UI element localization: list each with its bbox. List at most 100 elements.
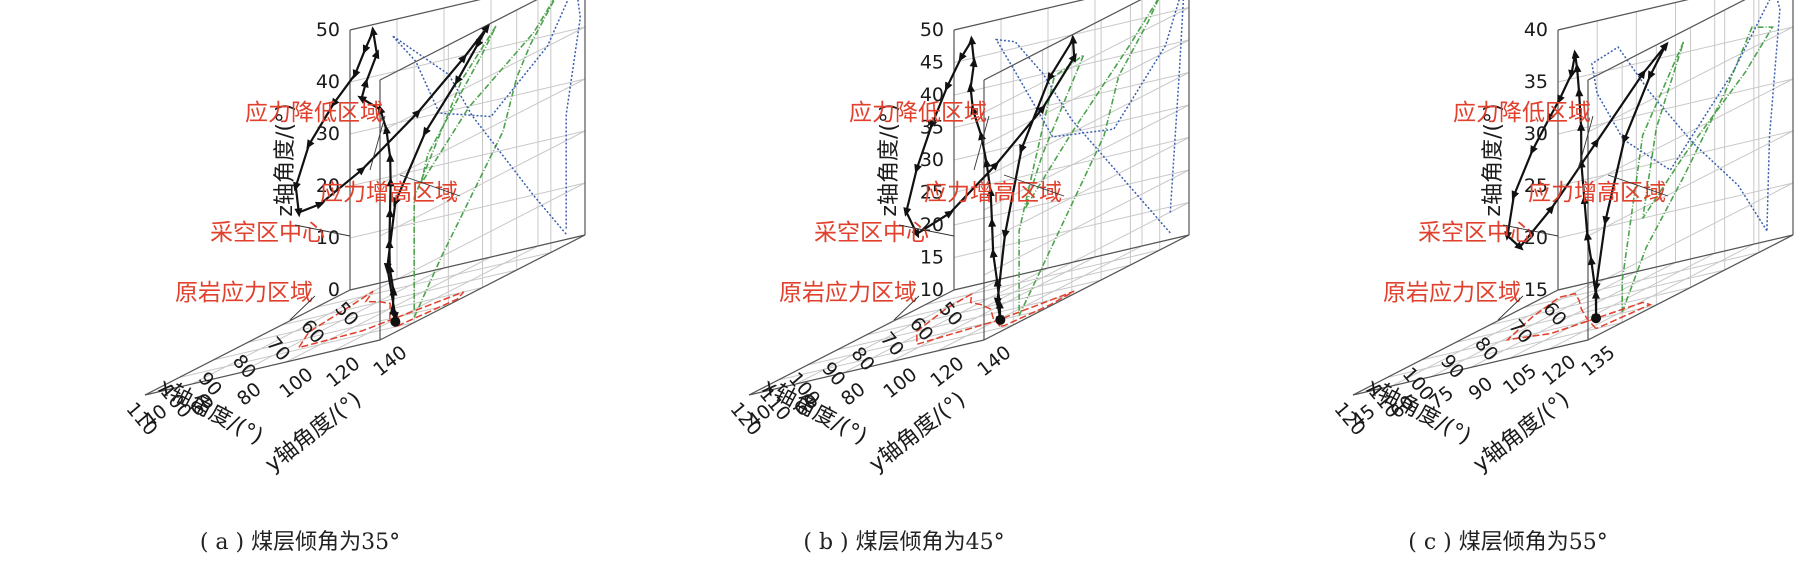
projection-xz-b <box>1018 0 1159 316</box>
trajectory-marker-15 <box>1504 231 1513 241</box>
trajectory-marker-11 <box>968 35 977 45</box>
trajectory-marker-10 <box>1568 69 1577 80</box>
annotation-1: 应力增高区域 <box>320 180 458 206</box>
grid-floor-y-4 <box>1509 252 1715 359</box>
trajectory-marker-1 <box>389 305 398 315</box>
trajectory-b <box>905 36 1076 321</box>
annotation-2: 采空区中心 <box>814 220 929 246</box>
trajectory-marker-7 <box>978 130 986 141</box>
grid-floor-x-5 <box>179 322 415 378</box>
box-edge-7 <box>349 0 481 31</box>
annotation-leader-1 <box>399 174 461 197</box>
ytick-label-3: 100 <box>879 363 921 403</box>
grid-floor-x-2 <box>281 269 517 326</box>
ytick-label-4: 120 <box>926 352 968 392</box>
ytick-label-3: 100 <box>275 363 317 403</box>
annotation-leader-3 <box>893 295 920 321</box>
trajectory-marker-7 <box>1575 87 1584 97</box>
trajectory-marker-6 <box>983 158 992 168</box>
trajectory-marker-19 <box>989 161 1000 171</box>
trajectory-marker-8 <box>970 105 979 116</box>
trajectory-marker-5 <box>1577 158 1586 168</box>
trajectory-markers-a <box>293 23 490 322</box>
box-edge-3 <box>379 234 586 341</box>
panel-a: 0 10 20 30 40 50 50 60 70 80 90 100 110 40 60 80 100 120 1… <box>0 0 600 585</box>
ytick-label-5: 140 <box>369 341 411 381</box>
trajectory-marker-16 <box>330 97 340 108</box>
trajectory-marker-17 <box>306 139 315 149</box>
annotation-3: 原岩应力区域 <box>779 280 917 306</box>
trajectory-marker-3 <box>989 248 998 258</box>
caption-a: ( a ) 煤层倾角为35° <box>199 530 401 555</box>
box-edge-0 <box>1352 289 1559 396</box>
trajectory-marker-5 <box>385 208 394 218</box>
ytick-label-2: 80 <box>837 378 870 410</box>
trajectory-marker-14 <box>362 44 371 55</box>
ytick-label-3: 90 <box>1465 373 1498 405</box>
zaxis-label-c: z轴角度/(°) <box>1481 103 1506 216</box>
trajectory-marker-4 <box>1580 194 1589 205</box>
grid-floor-y-3 <box>889 256 1096 363</box>
box-edge-0 <box>748 289 955 396</box>
annotation-3: 原岩应力区域 <box>1383 280 1521 306</box>
trajectory-marker-24 <box>1592 282 1601 292</box>
trajectory-marker-24 <box>481 23 490 34</box>
trajectory-marker-26 <box>454 75 463 86</box>
box-edge-3 <box>1587 234 1794 341</box>
ytick-label-5: 140 <box>973 341 1015 381</box>
grid-floor-y-5 <box>1548 243 1755 350</box>
projection-xy-a <box>297 290 465 349</box>
trajectory-marker-25 <box>475 38 484 49</box>
projection-yz-c <box>1591 0 1781 232</box>
annotation-leader-0 <box>369 115 386 171</box>
annotation-leader-2 <box>294 224 351 237</box>
grid-floor-x-1 <box>315 252 551 308</box>
grid-floor-y-2 <box>238 267 445 374</box>
trajectory-marker-8 <box>1573 63 1582 73</box>
ztick-label-6: 40 <box>920 84 944 106</box>
trajectory-marker-1 <box>995 299 1004 309</box>
trajectory-marker-12 <box>371 49 380 60</box>
trajectory-marker-9 <box>1571 49 1580 59</box>
trajectory-marker-23 <box>1046 72 1056 82</box>
trajectory-marker-2 <box>993 277 1002 287</box>
trajectory-marker-23 <box>458 54 467 64</box>
trajectory-marker-14 <box>929 119 938 130</box>
grid-wall-z-5 <box>349 0 538 81</box>
annotation-1: 应力增高区域 <box>1528 180 1666 206</box>
ztick-label-0: 15 <box>1524 279 1548 301</box>
ztick-label-4: 35 <box>1524 71 1548 93</box>
trajectory-marker-22 <box>1622 134 1630 145</box>
projection-xy-c <box>1505 292 1653 341</box>
trajectory-marker-18 <box>944 210 955 219</box>
trajectory-marker-21 <box>356 166 366 176</box>
trajectory-marker-21 <box>1647 70 1656 81</box>
trajectory-marker-10 <box>969 57 978 68</box>
ztick-label-5: 40 <box>1524 19 1548 41</box>
trajectory-marker-2 <box>389 286 398 296</box>
grid-floor-x-3 <box>247 287 483 343</box>
annotation-leader-0 <box>973 115 990 171</box>
annotation-0: 应力降低区域 <box>849 100 987 126</box>
trajectory-marker-4 <box>988 217 997 227</box>
ytick-label-2: 80 <box>233 378 266 410</box>
caption-c: ( c ) 煤层倾角为55° <box>1408 530 1608 555</box>
trajectory-marker-25 <box>1001 229 1010 240</box>
trajectory-markers-c <box>1504 41 1669 324</box>
trajectory-marker-17 <box>911 228 920 239</box>
ztick-label-2: 20 <box>316 175 340 197</box>
grid-floor-y-1 <box>1391 280 1598 387</box>
ytick-label-6: 135 <box>1577 341 1619 381</box>
annotation-leader-3 <box>289 295 316 321</box>
zaxis-label-b: z轴角度/(°) <box>877 103 902 216</box>
trajectory-marker-10 <box>357 95 368 104</box>
annotation-3: 原岩应力区域 <box>175 280 313 306</box>
annotation-leader-2 <box>1502 224 1559 237</box>
box-edge-7 <box>953 0 1085 31</box>
trajectory-marker-20 <box>1659 41 1669 52</box>
projection-xz-a <box>413 0 556 318</box>
ztick-label-3: 30 <box>316 123 340 145</box>
